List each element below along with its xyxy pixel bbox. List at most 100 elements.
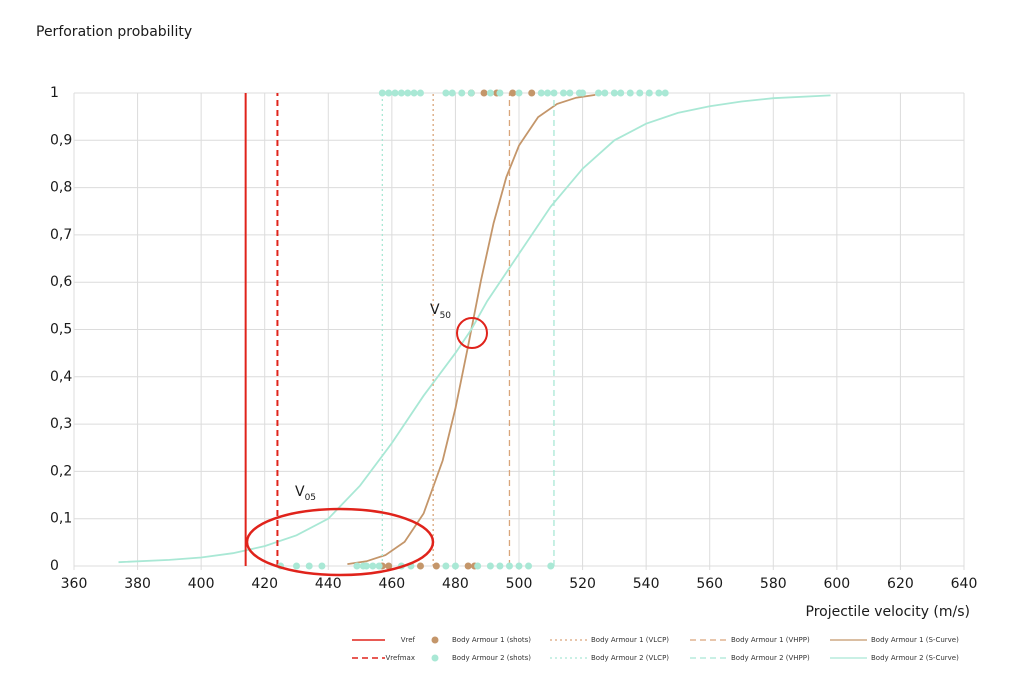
legend: Vref Vrefmax Body Armour 1 (shots) Body Arm…	[352, 636, 959, 662]
shot-point	[391, 89, 399, 97]
x-tick-label: 440	[315, 576, 342, 592]
x-tick-label: 500	[506, 576, 533, 592]
shot-point	[442, 89, 450, 97]
shot-point	[305, 562, 313, 570]
shot-point	[617, 89, 625, 97]
x-tick-label: 580	[760, 576, 787, 592]
shot-point	[550, 89, 558, 97]
shot-point	[594, 89, 602, 97]
x-tick-label: 380	[124, 576, 151, 592]
shot-point	[601, 89, 609, 97]
legend-swatch	[431, 654, 439, 662]
shot-point	[474, 562, 482, 570]
y-tick-label: 0,5	[50, 322, 72, 338]
x-tick-label: 420	[251, 576, 278, 592]
shot-point	[467, 89, 475, 97]
shot-point	[525, 562, 533, 570]
y-tick-label: 0,3	[50, 416, 72, 432]
shot-point	[486, 562, 494, 570]
y-tick-label: 0,6	[50, 274, 72, 290]
y-tick-label: 1	[50, 85, 59, 101]
shot-point	[515, 89, 523, 97]
x-axis-label: Projectile velocity (m/s)	[806, 604, 970, 620]
shot-point	[416, 562, 424, 570]
x-tick-label: 400	[188, 576, 215, 592]
y-tick-label: 0,2	[50, 463, 72, 479]
shot-point	[645, 89, 653, 97]
shot-point	[464, 562, 472, 570]
legend-label: Body Armour 2 (VLCP)	[591, 654, 669, 662]
s-curve	[118, 94, 831, 564]
legend-label: Body Armour 1 (S-Curve)	[871, 636, 959, 644]
highlight-ellipse	[245, 507, 435, 577]
highlight-circle	[456, 317, 488, 349]
legend-label: Body Armour 1 (VLCP)	[591, 636, 669, 644]
legend-swatch	[431, 636, 439, 644]
annotation-subscript: 05	[305, 493, 316, 503]
shot-point	[378, 89, 386, 97]
shot-point	[610, 89, 618, 97]
shot-point	[432, 562, 440, 570]
x-tick-label: 520	[569, 576, 596, 592]
shot-point	[369, 562, 377, 570]
shot-point	[293, 562, 300, 570]
shot-point	[547, 562, 555, 570]
legend-label: Body Armour 2 (S-Curve)	[871, 654, 959, 662]
y-tick-label: 0,1	[50, 511, 72, 527]
x-tick-label: 360	[61, 576, 88, 592]
legend-label: Body Armour 2 (VHPP)	[731, 654, 810, 662]
grid: 0 0,1 0,2 0,3 0,4 0,5 0,6 0,7 0,8 0,9 1 360 380 400 42…	[50, 85, 977, 592]
shot-point	[661, 89, 669, 97]
shot-point	[566, 89, 574, 97]
legend-label: Body Armour 1 (shots)	[452, 636, 531, 644]
shot-point	[385, 89, 393, 97]
plot	[118, 89, 831, 570]
shot-point	[375, 562, 383, 570]
x-tick-label: 460	[378, 576, 405, 592]
x-tick-label: 640	[951, 576, 978, 592]
shot-point	[579, 89, 587, 97]
legend-label: Body Armour 1 (VHPP)	[731, 636, 810, 644]
y-tick-label: 0,9	[50, 132, 72, 148]
shot-point	[442, 562, 450, 570]
shot-point	[362, 562, 370, 570]
y-tick-label: 0,8	[50, 180, 72, 196]
shot-point	[509, 89, 517, 97]
shot-point	[528, 89, 536, 97]
shot-point	[451, 562, 459, 570]
x-tick-label: 620	[887, 576, 914, 592]
shot-point	[496, 89, 504, 97]
shot-point	[505, 562, 513, 570]
shot-point	[410, 89, 418, 97]
shot-point	[486, 89, 494, 97]
annotation-text: V	[295, 484, 305, 500]
shot-point	[560, 89, 567, 97]
annotation: V05	[295, 484, 316, 503]
shot-point	[458, 89, 466, 97]
shot-point	[353, 562, 361, 570]
shot-point	[416, 89, 424, 97]
shot-point	[397, 89, 405, 97]
shot-point	[496, 562, 504, 570]
x-tick-label: 540	[633, 576, 660, 592]
shot-point	[537, 89, 545, 97]
x-tick-label: 560	[696, 576, 723, 592]
shot-point	[544, 89, 552, 97]
shot-point	[404, 89, 412, 97]
legend-label: Vref	[401, 636, 416, 644]
y-tick-label: 0,4	[50, 369, 72, 385]
shot-point	[515, 562, 523, 570]
shot-point	[636, 89, 644, 97]
shot-point	[626, 89, 634, 97]
shot-point	[655, 89, 663, 97]
y-tick-label: 0,7	[50, 227, 72, 243]
annotation: V50	[430, 302, 451, 321]
shot-point	[318, 562, 326, 570]
y-axis-label: Perforation probability	[36, 24, 192, 40]
legend-label: Vrefmax	[385, 654, 415, 662]
annotation-text: V	[430, 302, 440, 318]
y-tick-label: 0	[50, 558, 59, 574]
x-tick-label: 600	[823, 576, 850, 592]
shot-point	[385, 562, 393, 570]
